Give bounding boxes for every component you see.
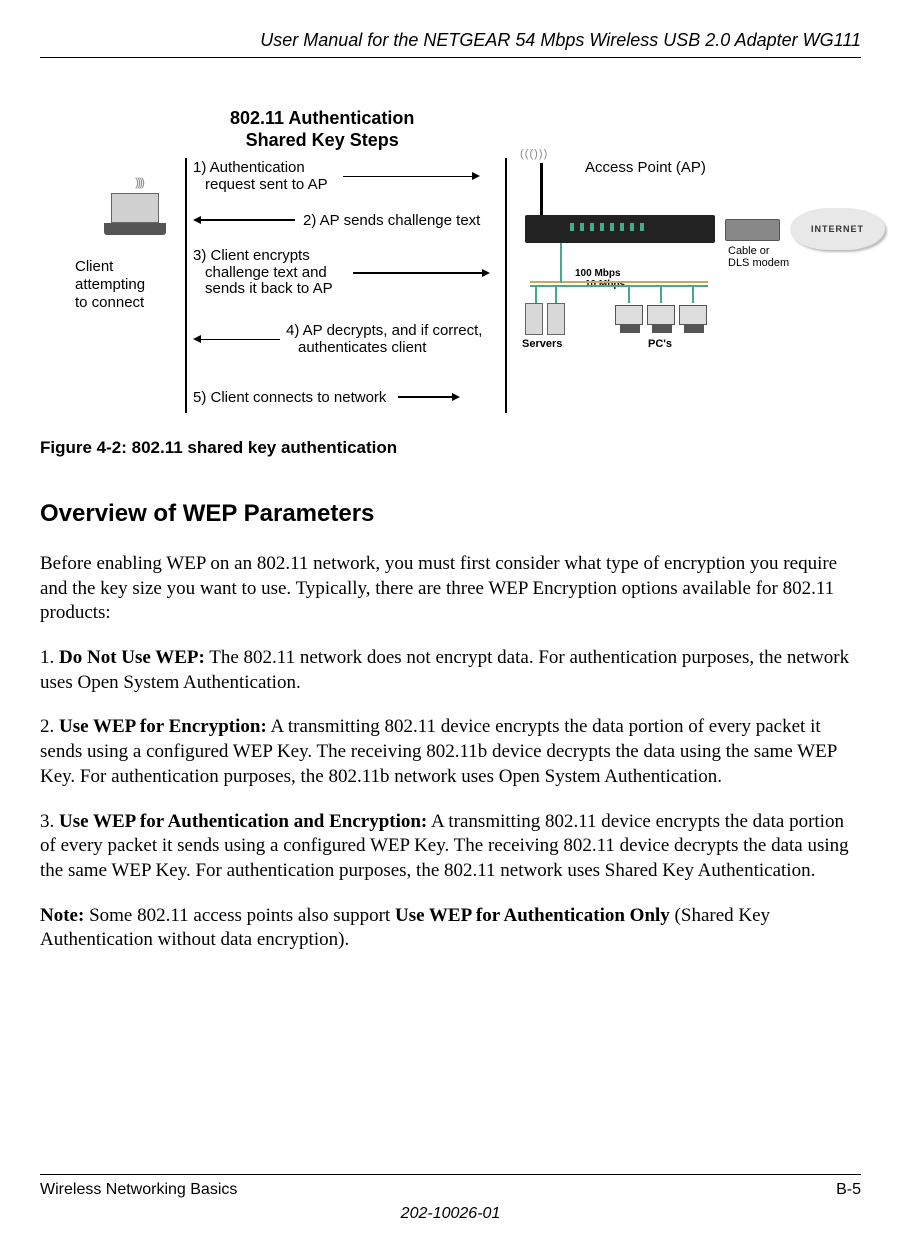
section-heading: Overview of WEP Parameters (40, 500, 861, 528)
server-icon (547, 303, 565, 335)
option-1-paragraph: 1. Do Not Use WEP: The 802.11 network do… (40, 646, 861, 695)
step-1-text: 1) Authentication request sent to AP (193, 160, 328, 193)
pc-icon (615, 305, 643, 325)
step-4-text: 4) AP decrypts, and if correct, authenti… (286, 323, 482, 356)
pcs-label: PC's (648, 338, 672, 350)
servers-label: Servers (522, 338, 562, 350)
ap-label: Access Point (AP) (585, 159, 706, 176)
figure-diagram: 802.11 Authentication Shared Key Steps )… (40, 108, 861, 428)
footer-left: Wireless Networking Basics (40, 1181, 237, 1199)
arrow-right-icon (343, 176, 473, 178)
network-wire-icon (530, 281, 708, 283)
figure-title: 802.11 Authentication Shared Key Steps (230, 108, 414, 151)
internet-cloud-icon: INTERNET (790, 208, 885, 250)
arrow-right-icon (353, 272, 483, 274)
option-2-paragraph: 2. Use WEP for Encryption: A transmittin… (40, 715, 861, 789)
wifi-waves-icon: )))) (135, 175, 143, 189)
pc-icon (647, 305, 675, 325)
antenna-icon (540, 163, 543, 218)
client-laptop-icon: )))) (100, 193, 180, 238)
intro-paragraph: Before enabling WEP on an 802.11 network… (40, 552, 861, 626)
modem-label: Cable or DLS modem (728, 245, 789, 269)
figure-caption: Figure 4-2: 802.11 shared key authentica… (40, 438, 861, 458)
page-footer: Wireless Networking Basics B-5 (40, 1174, 861, 1199)
arrow-left-icon (200, 339, 280, 341)
footer-right: B-5 (836, 1181, 861, 1199)
pc-icon (679, 305, 707, 325)
step-3-text: 3) Client encrypts challenge text and se… (193, 248, 333, 298)
arrow-right-icon (398, 396, 453, 398)
speed-100-label: 100 Mbps (575, 268, 621, 279)
note-paragraph: Note: Some 802.11 access points also sup… (40, 904, 861, 953)
ap-timeline-bar (505, 158, 507, 413)
figure-title-line2: Shared Key Steps (246, 130, 399, 150)
step-5-text: 5) Client connects to network (193, 389, 386, 406)
step-2-text: 2) AP sends challenge text (303, 212, 480, 229)
page-header: User Manual for the NETGEAR 54 Mbps Wire… (40, 30, 861, 58)
router-ports-icon (570, 223, 670, 235)
server-icon (525, 303, 543, 335)
document-number: 202-10026-01 (40, 1205, 861, 1223)
client-timeline-bar (185, 158, 187, 413)
client-label: Client attempting to connect (75, 258, 145, 312)
option-3-paragraph: 3. Use WEP for Authentication and Encryp… (40, 810, 861, 884)
modem-icon (725, 219, 780, 241)
arrow-left-icon (200, 219, 295, 221)
ap-wifi-waves-icon: ( ( ( ) ) ) (520, 148, 546, 160)
figure-title-line1: 802.11 Authentication (230, 108, 414, 128)
